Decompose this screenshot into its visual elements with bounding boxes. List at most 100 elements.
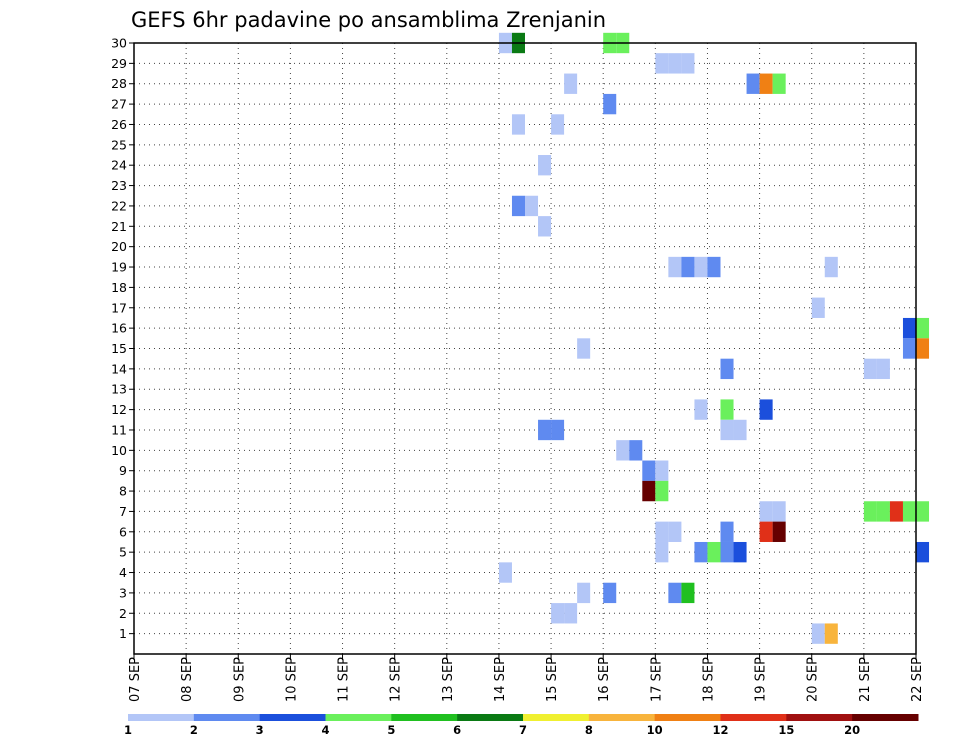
- precip-cell: [746, 73, 760, 94]
- y-tick-label: 10: [111, 443, 127, 458]
- precip-cell: [564, 73, 578, 94]
- y-tick-label: 23: [111, 178, 127, 193]
- x-tick-label: 19 SEP: [754, 657, 769, 702]
- precip-cell: [759, 73, 773, 94]
- x-tick-label: 12 SEP: [389, 657, 404, 702]
- precip-cell: [551, 603, 565, 624]
- x-tick-label: 07 SEP: [128, 657, 143, 702]
- precip-cell: [538, 419, 552, 441]
- y-tick-label: 8: [119, 484, 127, 499]
- x-axis: 07 SEP 08 SEP 09 SEP 10 SEP 11 SEP 12 SEP 13 S…: [128, 654, 925, 702]
- precip-cell: [655, 460, 669, 481]
- precip-cell: [655, 480, 669, 502]
- legend-label: 3: [256, 723, 264, 737]
- precip-cell: [564, 603, 578, 624]
- x-tick-label: 21 SEP: [858, 657, 873, 702]
- precip-cell: [916, 338, 930, 359]
- precip-cell: [916, 317, 930, 339]
- precip-cell: [916, 541, 930, 563]
- legend-label: 8: [585, 723, 593, 737]
- legend-label: 2: [190, 723, 198, 737]
- precip-cell: [538, 216, 552, 237]
- chart-title: GEFS 6hr padavine po ansamblima Zrenjani…: [131, 8, 606, 32]
- x-tick-label: 17 SEP: [649, 657, 664, 702]
- y-tick-label: 3: [119, 585, 127, 600]
- y-tick-label: 12: [111, 402, 127, 417]
- precip-cell: [733, 541, 747, 563]
- precip-cell: [681, 256, 695, 278]
- legend-label: 15: [778, 723, 794, 737]
- precip-cell: [811, 623, 825, 644]
- precip-cell: [694, 399, 708, 420]
- precip-cell: [603, 93, 617, 115]
- x-tick-label: 09 SEP: [232, 657, 247, 702]
- precip-cell: [603, 582, 617, 604]
- y-tick-label: 21: [111, 219, 127, 234]
- precip-cell: [876, 358, 890, 380]
- precip-cell: [511, 114, 525, 135]
- precip-cell: [720, 419, 734, 441]
- legend-swatch: [523, 714, 590, 721]
- precip-cell: [720, 521, 734, 542]
- y-tick-label: 29: [111, 56, 127, 71]
- precip-cell: [889, 501, 903, 522]
- precip-cell: [694, 541, 708, 563]
- precip-cell: [759, 521, 773, 542]
- x-tick-label: 14 SEP: [493, 657, 508, 702]
- precip-cell: [629, 440, 643, 461]
- legend-swatch: [325, 714, 392, 721]
- legend-swatch: [128, 714, 195, 721]
- precip-cell: [720, 399, 734, 420]
- precip-cell: [824, 256, 838, 278]
- y-tick-label: 5: [119, 545, 127, 560]
- precip-cell: [902, 338, 916, 359]
- y-axis: 1234567891011121314151617181920212223242…: [111, 36, 134, 641]
- precip-cell: [863, 501, 877, 522]
- y-tick-label: 14: [111, 361, 127, 376]
- legend-label: 10: [647, 723, 663, 737]
- x-tick-label: 20 SEP: [806, 657, 821, 702]
- precip-cell: [772, 521, 786, 542]
- x-tick-label: 13 SEP: [441, 657, 456, 702]
- precip-cell: [824, 623, 838, 644]
- x-tick-label: 22 SEP: [910, 657, 925, 702]
- y-tick-label: 17: [111, 300, 127, 315]
- precip-cell: [668, 256, 682, 278]
- precip-cell: [525, 195, 539, 217]
- x-tick-label: 16 SEP: [597, 657, 612, 702]
- precipitation-cells: [498, 32, 930, 644]
- precip-cell: [655, 53, 669, 74]
- precip-cell: [876, 501, 890, 522]
- precip-cell: [772, 73, 786, 94]
- y-tick-label: 9: [119, 463, 127, 478]
- legend-label: 6: [453, 723, 461, 737]
- precip-cell: [811, 297, 825, 318]
- precip-cell: [577, 582, 591, 604]
- legend-swatch: [259, 714, 326, 721]
- precip-cell: [642, 480, 656, 502]
- x-tick-label: 18 SEP: [701, 657, 716, 702]
- y-tick-label: 27: [111, 97, 127, 112]
- precip-cell: [733, 419, 747, 441]
- legend-label: 7: [519, 723, 527, 737]
- precip-cell: [538, 155, 552, 176]
- precip-cell: [681, 53, 695, 74]
- y-tick-label: 13: [111, 382, 127, 397]
- y-tick-label: 18: [111, 280, 127, 295]
- y-tick-label: 11: [111, 422, 127, 437]
- precip-cell: [668, 53, 682, 74]
- y-tick-label: 25: [111, 137, 127, 152]
- legend-swatch: [391, 714, 458, 721]
- legend-swatch: [852, 714, 919, 721]
- legend-label: 1: [124, 723, 132, 737]
- precip-cell: [642, 460, 656, 481]
- x-tick-label: 08 SEP: [180, 657, 195, 702]
- precip-cell: [916, 501, 930, 522]
- precip-cell: [902, 501, 916, 522]
- x-tick-label: 10 SEP: [284, 657, 299, 702]
- precip-cell: [655, 541, 669, 563]
- precip-cell: [759, 399, 773, 420]
- y-tick-label: 16: [111, 321, 127, 336]
- x-tick-label: 11 SEP: [337, 657, 352, 702]
- precip-cell: [902, 317, 916, 339]
